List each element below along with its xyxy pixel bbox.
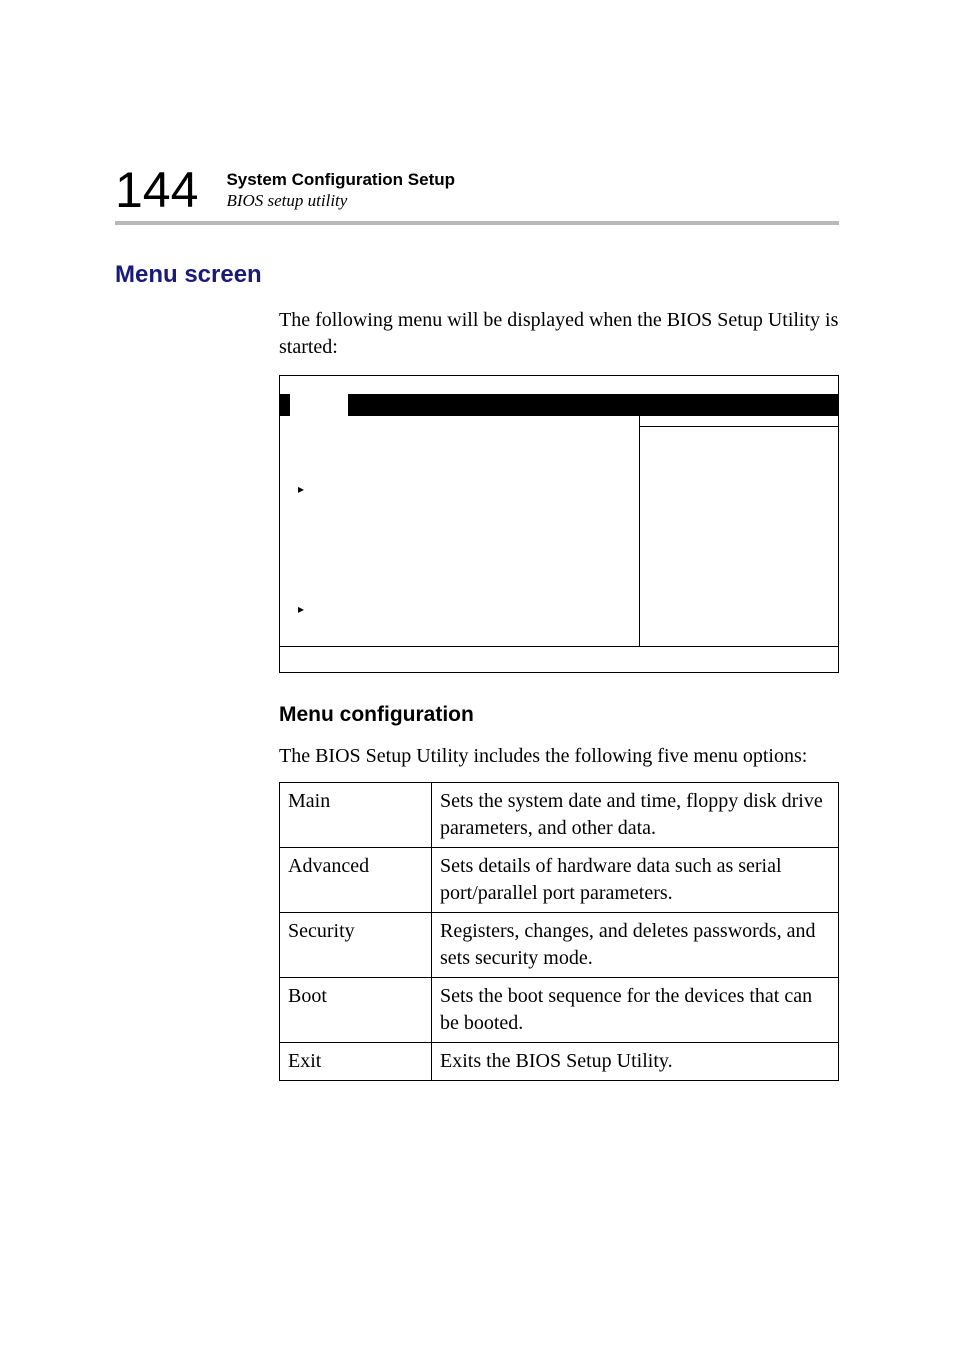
cell-desc: Registers, changes, and deletes password…	[432, 913, 839, 978]
menu-config-intro: The BIOS Setup Utility includes the foll…	[279, 745, 839, 768]
cell-name: Security	[280, 913, 432, 978]
cell-desc: Sets the boot sequence for the devices t…	[432, 978, 839, 1043]
bios-help-box	[640, 426, 838, 646]
table-row: Main Sets the system date and time, flop…	[280, 783, 839, 848]
triangle-right-icon: ▸	[298, 602, 304, 617]
table-row: Exit Exits the BIOS Setup Utility.	[280, 1043, 839, 1081]
table-row: Advanced Sets details of hardware data s…	[280, 848, 839, 913]
cell-name: Exit	[280, 1043, 432, 1081]
cell-name: Advanced	[280, 848, 432, 913]
sub-heading-menu-configuration: Menu configuration	[279, 703, 839, 727]
table-row: Security Registers, changes, and deletes…	[280, 913, 839, 978]
bios-menubar	[280, 394, 838, 416]
page-container: 144 System Configuration Setup BIOS setu…	[0, 0, 954, 1081]
cell-desc: Sets details of hardware data such as se…	[432, 848, 839, 913]
cell-desc: Exits the BIOS Setup Utility.	[432, 1043, 839, 1081]
page-header: 144 System Configuration Setup BIOS setu…	[115, 165, 839, 225]
cell-name: Main	[280, 783, 432, 848]
cell-desc: Sets the system date and time, floppy di…	[432, 783, 839, 848]
header-title-italic: BIOS setup utility	[226, 191, 455, 211]
bios-title-area	[280, 376, 838, 394]
bios-left-pane: ▸ ▸	[280, 416, 640, 646]
bios-footer-bar	[280, 646, 838, 672]
bios-right-gap	[640, 416, 838, 426]
table-row: Boot Sets the boot sequence for the devi…	[280, 978, 839, 1043]
section-heading-menu-screen: Menu screen	[115, 261, 839, 289]
section-intro-text: The following menu will be displayed whe…	[279, 307, 839, 361]
page-number: 144	[115, 165, 198, 215]
bios-active-tab	[290, 394, 348, 416]
triangle-right-icon: ▸	[298, 482, 304, 497]
bios-screenshot-box: ▸ ▸	[279, 375, 839, 673]
bios-right-pane	[640, 416, 838, 646]
cell-name: Boot	[280, 978, 432, 1043]
header-titles: System Configuration Setup BIOS setup ut…	[226, 170, 455, 215]
header-title-bold: System Configuration Setup	[226, 170, 455, 190]
menu-options-table: Main Sets the system date and time, flop…	[279, 782, 839, 1081]
bios-body: ▸ ▸	[280, 416, 838, 646]
